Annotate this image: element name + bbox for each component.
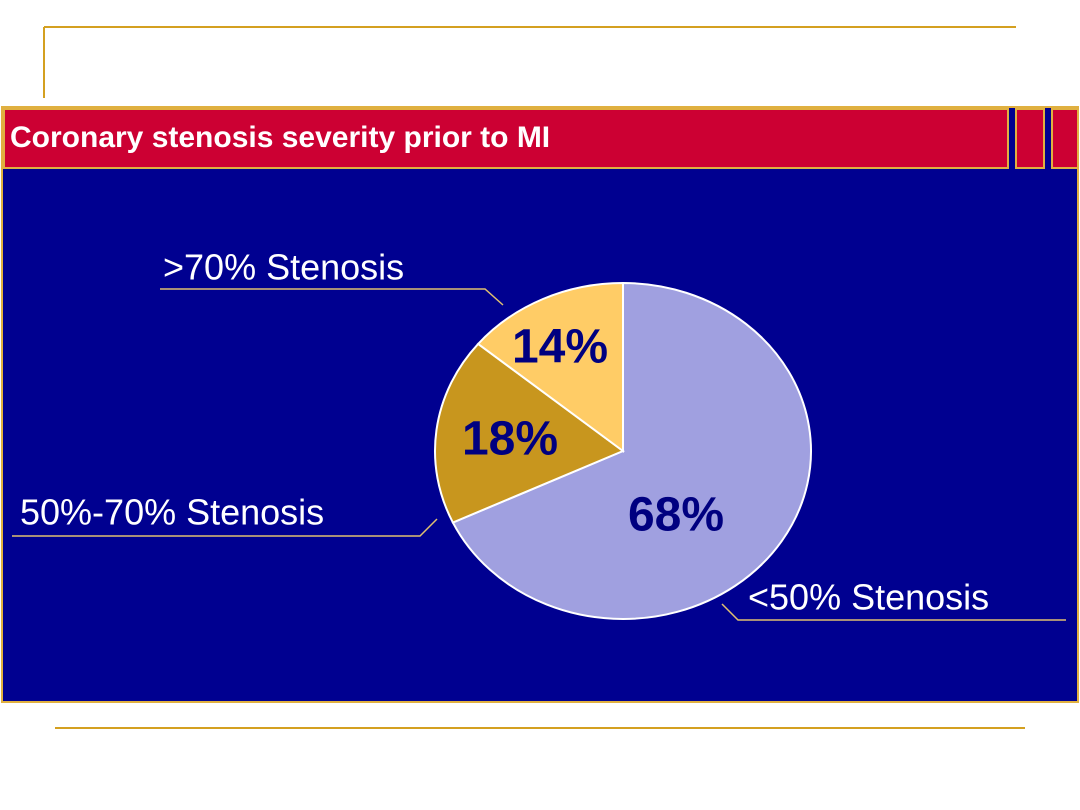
pie-slice (451, 281, 812, 620)
title-bar (3, 108, 1009, 169)
title-stripe (1015, 108, 1045, 169)
pie-slice (434, 342, 626, 524)
title-stripe (1051, 108, 1079, 169)
chart-title: Coronary stenosis severity prior to MI (10, 121, 550, 154)
value-label: 18% (462, 413, 558, 466)
leader-line (721, 603, 1066, 621)
value-label: 14% (512, 321, 608, 374)
leader-line (160, 288, 504, 306)
category-label: <50% Stenosis (748, 577, 989, 618)
leader-line (12, 518, 438, 537)
category-label: 50%-70% Stenosis (20, 492, 324, 533)
pie-slice (476, 281, 624, 453)
category-label: >70% Stenosis (163, 247, 404, 288)
value-label: 68% (628, 489, 724, 542)
